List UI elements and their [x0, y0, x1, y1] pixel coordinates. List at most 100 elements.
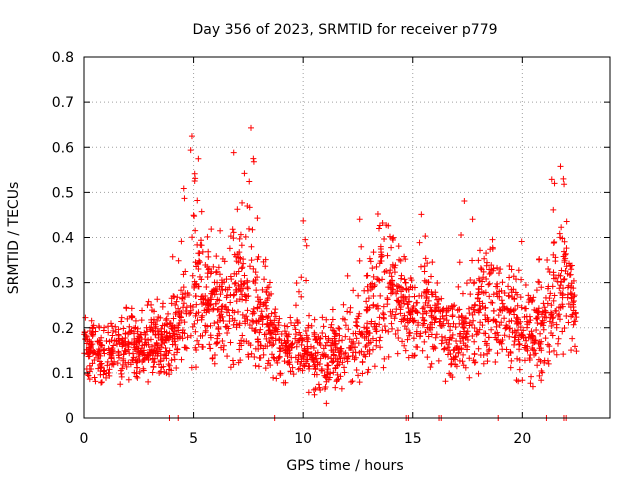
data-point	[244, 307, 251, 314]
data-point	[198, 242, 205, 249]
data-point	[259, 314, 266, 321]
data-point	[434, 280, 441, 287]
data-point	[230, 229, 237, 236]
data-point	[227, 273, 234, 280]
data-point	[516, 340, 523, 347]
data-point	[421, 268, 428, 275]
data-point	[181, 319, 188, 326]
data-point	[333, 378, 340, 385]
data-point	[507, 325, 514, 332]
data-point	[144, 351, 151, 358]
data-point	[477, 265, 484, 272]
data-point	[287, 368, 294, 375]
data-point	[171, 356, 178, 363]
data-point	[218, 308, 225, 315]
data-point	[336, 337, 343, 344]
data-point	[236, 235, 243, 242]
data-point	[231, 280, 238, 287]
data-point	[311, 333, 318, 340]
data-point	[470, 280, 477, 287]
data-point	[211, 320, 218, 327]
data-point	[151, 359, 158, 366]
data-point	[204, 274, 211, 281]
data-point	[506, 293, 513, 300]
data-point	[236, 340, 243, 347]
data-point	[180, 284, 187, 291]
data-point	[88, 366, 95, 373]
data-point	[380, 364, 387, 371]
data-point	[105, 329, 112, 336]
data-point	[410, 303, 417, 310]
data-point	[442, 378, 449, 385]
data-point	[471, 324, 478, 331]
data-point	[546, 349, 553, 356]
data-point	[551, 347, 558, 354]
data-point	[233, 289, 240, 296]
data-point	[530, 294, 537, 301]
data-point	[108, 354, 115, 361]
data-point	[91, 356, 98, 363]
data-point	[387, 267, 394, 274]
data-point	[220, 346, 227, 353]
data-point	[526, 357, 533, 364]
data-point	[565, 301, 572, 308]
data-point	[456, 346, 463, 353]
data-point	[492, 358, 499, 365]
data-point	[380, 310, 387, 317]
data-point	[304, 343, 311, 350]
data-point	[536, 279, 543, 286]
data-point	[164, 321, 171, 328]
data-point	[518, 333, 525, 340]
data-point	[130, 357, 137, 364]
data-point	[381, 235, 388, 242]
data-point	[214, 279, 221, 286]
data-point	[391, 315, 398, 322]
data-point	[345, 353, 352, 360]
data-point	[100, 347, 107, 354]
data-point	[200, 343, 207, 350]
data-point	[374, 210, 381, 217]
data-point	[239, 291, 246, 298]
data-point	[195, 266, 202, 273]
data-point	[272, 331, 279, 338]
data-point	[248, 350, 255, 357]
data-point	[479, 300, 486, 307]
data-point	[238, 242, 245, 249]
data-point	[563, 263, 570, 270]
data-point	[552, 307, 559, 314]
data-point	[428, 273, 435, 280]
data-point	[419, 310, 426, 317]
data-point	[263, 289, 270, 296]
data-point	[337, 345, 344, 352]
data-point	[266, 279, 273, 286]
data-point	[253, 319, 260, 326]
data-point	[423, 295, 430, 302]
data-point	[154, 352, 161, 359]
data-point	[157, 314, 164, 321]
data-point	[555, 335, 562, 342]
data-point	[205, 253, 212, 260]
data-point	[460, 340, 467, 347]
data-point	[528, 333, 535, 340]
data-point	[277, 345, 284, 352]
data-point	[535, 305, 542, 312]
y-tick-label: 0.3	[52, 276, 74, 292]
data-point	[384, 252, 391, 259]
data-point	[238, 281, 245, 288]
data-point	[423, 279, 430, 286]
data-point	[239, 285, 246, 292]
data-point	[534, 362, 541, 369]
data-point	[486, 280, 493, 287]
data-point	[335, 349, 342, 356]
data-point	[475, 329, 482, 336]
data-point	[395, 335, 402, 342]
data-point	[480, 289, 487, 296]
data-point	[474, 295, 481, 302]
data-point	[475, 345, 482, 352]
data-point	[97, 367, 104, 374]
data-point	[537, 358, 544, 365]
data-point	[424, 354, 431, 361]
data-point	[355, 372, 362, 379]
data-point	[207, 322, 214, 329]
data-point	[424, 260, 431, 267]
